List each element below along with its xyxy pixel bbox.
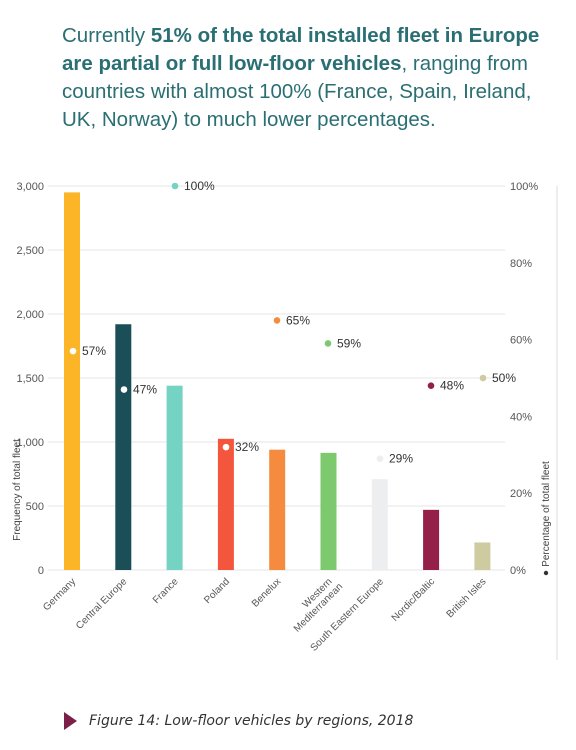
percentage-label: 32% bbox=[235, 440, 259, 454]
x-tick-label-line: Nordic/Baltic bbox=[390, 576, 437, 623]
y2-tick-label: 40% bbox=[510, 411, 532, 423]
percentage-dot bbox=[427, 382, 435, 389]
bar bbox=[64, 192, 80, 570]
x-tick-label-line: France bbox=[151, 576, 181, 606]
y2-tick-label: 100% bbox=[510, 181, 538, 193]
headline-highlight: 51% of the total installed fleet in Euro… bbox=[62, 24, 540, 75]
bar bbox=[320, 452, 337, 570]
x-tick-label: Nordic/Baltic bbox=[390, 576, 437, 623]
y2-tick-label: 0% bbox=[510, 565, 526, 577]
bar bbox=[474, 542, 491, 570]
percentage-dot bbox=[479, 374, 487, 382]
percentage-label: 50% bbox=[492, 371, 516, 385]
percentage-dot bbox=[69, 347, 77, 355]
bar bbox=[217, 438, 234, 570]
x-tick-label-line: Poland bbox=[202, 576, 232, 606]
x-tick-label-line: Benelux bbox=[250, 576, 283, 609]
percentage-dot bbox=[324, 340, 332, 347]
y-tick-label: 3,000 bbox=[16, 181, 44, 193]
percentage-label: 47% bbox=[133, 383, 157, 397]
y2-axis-legend-dot bbox=[543, 570, 549, 576]
percentage-dot bbox=[222, 443, 230, 451]
bar bbox=[166, 385, 183, 570]
y-tick-label: 2,500 bbox=[16, 245, 44, 257]
percentage-label: 57% bbox=[82, 344, 106, 358]
headline-text-continued: , ranging from countries with almost 100… bbox=[62, 52, 532, 131]
bar bbox=[423, 509, 440, 570]
percentage-dot bbox=[120, 386, 128, 393]
percentage-label: 100% bbox=[184, 179, 215, 193]
y2-tick-label: 60% bbox=[510, 335, 532, 347]
percentage-dot bbox=[171, 182, 179, 190]
bar bbox=[371, 479, 388, 570]
y-tick-label: 500 bbox=[26, 501, 44, 513]
bar bbox=[115, 324, 132, 570]
percentage-dot bbox=[376, 455, 384, 462]
x-tick-label: Germany bbox=[41, 576, 78, 613]
y2-tick-label: 80% bbox=[510, 258, 532, 270]
caption-text: Figure 14: Low-floor vehicles by regions… bbox=[89, 713, 414, 729]
x-tick-label-line: Central Europe bbox=[74, 576, 130, 632]
x-tick-label: Central Europe bbox=[74, 576, 130, 632]
x-tick-label: France bbox=[151, 576, 181, 606]
headline-text: Currently bbox=[62, 24, 151, 47]
x-tick-label: Benelux bbox=[250, 576, 283, 609]
y2-tick-label: 20% bbox=[510, 488, 532, 500]
figure-caption: Figure 14: Low-floor vehicles by regions… bbox=[64, 712, 413, 730]
caption-triangle-icon bbox=[64, 712, 77, 730]
percentage-label: 48% bbox=[440, 379, 464, 393]
x-tick-label-line: Germany bbox=[41, 576, 78, 613]
x-tick-label: Poland bbox=[202, 576, 232, 606]
percentage-label: 59% bbox=[337, 336, 361, 350]
y-tick-label: 0 bbox=[38, 565, 44, 577]
x-tick-label-line: British Isles bbox=[445, 576, 489, 620]
y-tick-label: 2,000 bbox=[16, 309, 44, 321]
percentage-label: 65% bbox=[286, 313, 310, 327]
y2-axis-label: Percentage of total fleet bbox=[541, 461, 552, 567]
x-tick-label: British Isles bbox=[445, 576, 489, 620]
percentage-dot bbox=[273, 317, 281, 324]
headline: Currently 51% of the total installed fle… bbox=[62, 22, 552, 134]
y-tick-label: 1,000 bbox=[16, 437, 44, 449]
y-axis-label: Frequency of total fleet bbox=[12, 439, 23, 541]
bar bbox=[269, 449, 286, 570]
bar-chart: 0 500 1,000 1,500 2,000 2,500 3,000 0% 20% 40% 60%… bbox=[12, 179, 558, 660]
percentage-label: 29% bbox=[389, 452, 413, 466]
y-tick-label: 1,500 bbox=[16, 373, 44, 385]
